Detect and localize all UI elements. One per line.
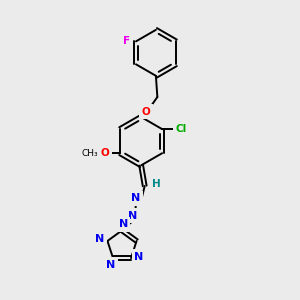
Text: Cl: Cl: [176, 124, 187, 134]
Text: CH₃: CH₃: [81, 149, 98, 158]
Text: N: N: [95, 235, 104, 244]
Text: N: N: [134, 252, 144, 262]
Text: N: N: [118, 220, 128, 230]
Text: O: O: [101, 148, 110, 158]
Text: F: F: [123, 36, 130, 46]
Text: H: H: [152, 179, 160, 190]
Text: O: O: [142, 107, 150, 117]
Text: N: N: [128, 211, 137, 221]
Text: N: N: [131, 193, 140, 203]
Text: N: N: [106, 260, 115, 270]
